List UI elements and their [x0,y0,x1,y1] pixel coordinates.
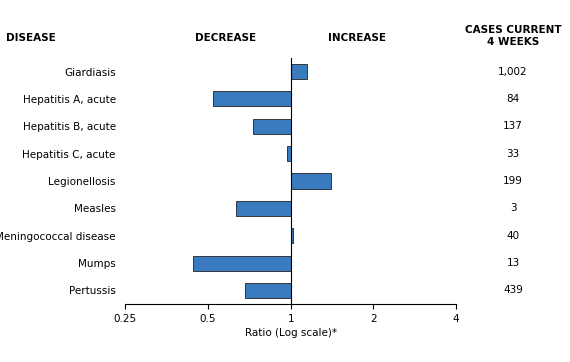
Text: 1,002: 1,002 [498,67,528,77]
Text: DECREASE: DECREASE [195,33,256,43]
Text: 13: 13 [506,258,520,268]
Text: 33: 33 [506,149,520,159]
X-axis label: Ratio (Log scale)*: Ratio (Log scale)* [245,328,337,338]
Bar [253,119,291,134]
Text: 3: 3 [510,203,516,213]
Text: 40: 40 [506,231,520,241]
Text: CASES CURRENT
4 WEEKS: CASES CURRENT 4 WEEKS [465,25,561,47]
Text: INCREASE: INCREASE [328,33,386,43]
Bar [291,173,331,189]
Text: 199: 199 [503,176,523,186]
Text: 439: 439 [503,285,523,295]
Bar [213,92,291,106]
Bar [245,283,291,298]
Bar [287,146,291,161]
Bar [235,201,291,216]
Bar [291,228,293,243]
Text: 137: 137 [503,121,523,131]
Bar [193,256,291,270]
Text: DISEASE: DISEASE [6,33,55,43]
Bar [291,64,307,79]
Text: 84: 84 [506,94,520,104]
